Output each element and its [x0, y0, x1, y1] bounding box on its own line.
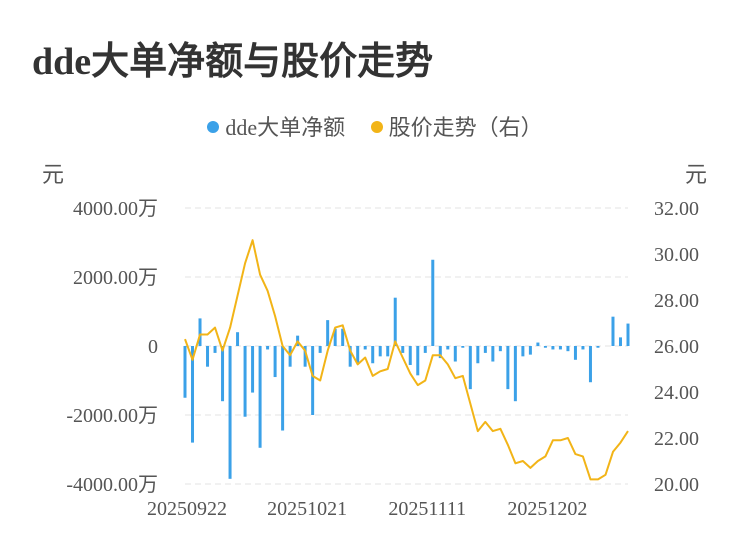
bar [483, 346, 487, 353]
bar [356, 346, 360, 364]
bar [453, 346, 457, 362]
bar [326, 320, 330, 346]
left-axis-unit: 元 [42, 162, 65, 187]
bar [431, 259, 435, 346]
bar [558, 346, 562, 350]
bar [581, 346, 585, 350]
x-axis-tick-label: 20251202 [507, 498, 587, 520]
bar [596, 346, 600, 348]
legend: dde大单净额 股价走势（右） [0, 110, 750, 142]
left-axis-tick-label: -2000.00万 [66, 405, 158, 427]
bar [288, 346, 292, 367]
bar [551, 346, 555, 350]
bar [543, 346, 547, 348]
right-axis-tick-label: 26.00 [654, 336, 699, 358]
bar [311, 346, 315, 415]
right-axis-tick-label: 20.00 [654, 474, 699, 496]
legend-bar-dot-icon [207, 121, 220, 133]
bar [371, 346, 375, 364]
bar [228, 346, 232, 479]
bar [573, 346, 577, 360]
left-axis-tick-label: 4000.00万 [73, 198, 158, 220]
left-axis-tick-label: 0 [148, 336, 158, 358]
bar [506, 346, 510, 390]
bar [266, 346, 270, 350]
bar [318, 346, 322, 353]
bar [348, 346, 352, 367]
bar [423, 346, 427, 353]
x-axis-tick-label: 20251111 [388, 498, 466, 520]
price-line [184, 239, 629, 481]
right-axis-tick-label: 24.00 [654, 382, 699, 404]
bar [258, 346, 262, 448]
bar [446, 346, 450, 350]
legend-item-line[interactable]: 股价走势（右） [370, 110, 543, 142]
right-axis-tick-label: 22.00 [654, 428, 699, 450]
bar [236, 332, 240, 346]
bar [206, 346, 210, 367]
bar [183, 346, 187, 398]
bar [498, 346, 502, 352]
bar [416, 346, 420, 376]
bar [491, 346, 495, 362]
bar [528, 346, 532, 355]
right-axis-tick-label: 32.00 [654, 198, 699, 220]
bar [221, 346, 225, 402]
bar [536, 342, 540, 346]
bar [521, 346, 525, 357]
bar [273, 346, 277, 378]
bar [333, 328, 337, 346]
bar [303, 346, 307, 367]
legend-line-dot-icon [370, 121, 383, 133]
bar [378, 346, 382, 357]
bar [626, 323, 630, 346]
bar [281, 346, 285, 431]
bar [198, 318, 202, 346]
bar [566, 346, 570, 352]
x-axis-tick-label: 20250922 [147, 498, 227, 520]
bar [393, 297, 397, 346]
bar [461, 346, 465, 348]
left-axis-tick-label: -4000.00万 [66, 474, 158, 496]
bar [438, 346, 442, 359]
bar [251, 346, 255, 393]
x-axis-tick-label: 20251021 [267, 498, 347, 520]
bar [408, 346, 412, 365]
bar [191, 346, 195, 443]
right-axis-unit: 元 [685, 162, 708, 187]
chart-title: dde大单净额与股价走势 [32, 41, 434, 83]
left-axis-tick-label: 2000.00万 [73, 267, 158, 289]
legend-bar-label: dde大单净额 [225, 115, 346, 140]
bar [513, 346, 517, 402]
legend-line-label: 股价走势（右） [388, 115, 543, 140]
bar [243, 346, 247, 417]
bar [468, 346, 472, 390]
bar [213, 346, 217, 353]
legend-item-bars[interactable]: dde大单净额 [207, 110, 345, 142]
right-axis-tick-label: 30.00 [654, 244, 699, 266]
bar [341, 328, 345, 346]
right-axis-tick-label: 28.00 [654, 290, 699, 312]
bar [386, 346, 390, 357]
bar [363, 346, 367, 350]
bar [476, 346, 480, 364]
bar [401, 346, 405, 353]
bar [618, 337, 622, 346]
bar [588, 346, 592, 383]
bar [611, 316, 615, 346]
